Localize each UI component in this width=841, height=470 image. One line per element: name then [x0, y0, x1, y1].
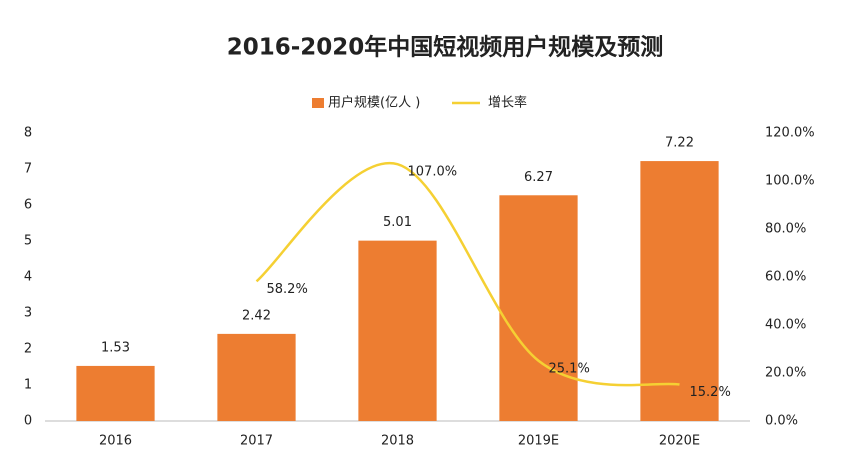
- bar: [217, 333, 296, 421]
- y-tick-label: 8: [24, 126, 32, 141]
- y2-tick-label: 60.0%: [765, 270, 806, 285]
- line-value-label: 25.1%: [549, 361, 590, 376]
- y-tick-label: 1: [24, 378, 32, 393]
- bar-value-label: 1.53: [101, 340, 130, 355]
- bar: [499, 195, 578, 421]
- chart-title: 2016-2020年中国短视频用户规模及预测: [227, 34, 664, 61]
- bar-value-label: 6.27: [524, 170, 553, 185]
- x-tick-label: 2016: [99, 434, 132, 449]
- y-tick-label: 6: [24, 198, 32, 213]
- y2-tick-label: 0.0%: [765, 414, 798, 429]
- legend-label: 用户规模(亿人 ): [328, 95, 420, 111]
- y-tick-label: 3: [24, 306, 32, 321]
- line-value-label: 58.2%: [267, 282, 308, 297]
- bar-value-label: 7.22: [665, 136, 694, 151]
- legend-swatch: [312, 98, 324, 108]
- y2-tick-label: 40.0%: [765, 318, 806, 333]
- x-tick-label: 2018: [381, 434, 414, 449]
- bar-value-label: 2.42: [242, 308, 271, 323]
- y-tick-label: 2: [24, 342, 32, 357]
- y2-tick-label: 20.0%: [765, 366, 806, 381]
- line-value-label: 15.2%: [690, 385, 731, 400]
- y-tick-label: 5: [24, 234, 32, 249]
- y2-tick-label: 100.0%: [765, 174, 815, 189]
- bar: [76, 365, 155, 421]
- x-tick-label: 2017: [240, 434, 273, 449]
- bar: [640, 161, 719, 421]
- x-tick-label: 2020E: [659, 434, 700, 449]
- legend-label: 增长率: [488, 95, 527, 111]
- y2-tick-label: 80.0%: [765, 222, 806, 237]
- line: [255, 161, 680, 387]
- y2-tick-label: 120.0%: [765, 126, 815, 141]
- y-tick-label: 0: [24, 414, 32, 429]
- y-tick-label: 7: [24, 162, 32, 177]
- bar: [358, 240, 437, 421]
- bar-value-label: 5.01: [383, 215, 412, 230]
- y-tick-label: 4: [24, 270, 32, 285]
- line-value-label: 107.0%: [408, 165, 458, 180]
- x-tick-label: 2019E: [518, 434, 559, 449]
